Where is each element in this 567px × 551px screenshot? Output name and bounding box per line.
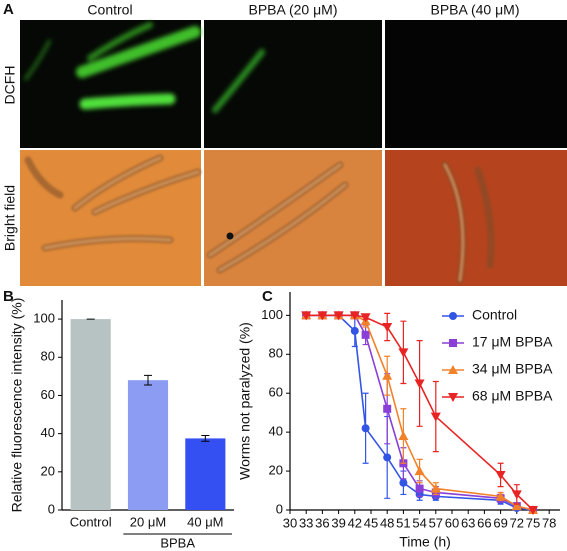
y-tick-label: 60	[269, 385, 283, 400]
point	[350, 326, 359, 335]
bar	[127, 380, 169, 510]
y-tick-label: 100	[33, 311, 55, 326]
point	[430, 412, 441, 422]
group-label: BPBA	[160, 535, 195, 550]
x-tick-label: 39	[331, 515, 345, 530]
legend-label: 17 μM BPBA	[472, 334, 553, 350]
worms	[24, 154, 495, 284]
row-header: Bright field	[2, 185, 18, 251]
micrograph	[20, 150, 201, 286]
point	[511, 501, 522, 511]
point	[361, 424, 370, 433]
y-tick-label: 40	[41, 425, 55, 440]
row-header: DCFH	[2, 66, 18, 105]
x-tick-label: 40 μM	[187, 514, 223, 529]
error-bar	[201, 435, 210, 442]
y-tick-label: 40	[269, 424, 283, 439]
x-tick-label: Control	[70, 514, 112, 529]
column-header: BPBA (40 μM)	[431, 2, 520, 18]
point	[333, 311, 344, 321]
point	[349, 311, 360, 321]
micrograph	[204, 20, 382, 148]
panel-label: C	[262, 288, 273, 305]
x-tick-label: 42	[348, 515, 362, 530]
x-tick-label: 48	[380, 515, 394, 530]
x-tick-label: 30	[283, 515, 297, 530]
x-tick-label: 33	[299, 515, 313, 530]
x-tick-label: 60	[445, 515, 459, 530]
point	[495, 470, 506, 480]
point	[414, 466, 425, 476]
point	[495, 491, 506, 501]
y-axis-label: Worms not paralyzed (%)	[237, 322, 253, 480]
x-tick-label: 51	[396, 515, 410, 530]
point	[511, 490, 522, 500]
point	[449, 339, 457, 347]
point	[360, 313, 371, 323]
x-tick-label: 69	[493, 515, 507, 530]
x-tick-label: 66	[477, 515, 491, 530]
point	[398, 348, 409, 358]
bar	[185, 438, 226, 510]
panel-a: A Control BPBA (20 μM) BPBA (40 μM) DCFH…	[2, 1, 567, 286]
point	[449, 312, 457, 320]
x-tick-label: 75	[526, 515, 540, 530]
y-tick-label: 60	[41, 387, 55, 402]
point	[301, 311, 312, 321]
x-tick-label: 72	[510, 515, 524, 530]
y-tick-label: 0	[276, 501, 283, 516]
error-bar	[144, 374, 152, 386]
point	[448, 393, 458, 402]
y-tick-label: 20	[269, 463, 283, 478]
y-tick-label: 80	[41, 349, 55, 364]
y-tick-label: 80	[269, 346, 283, 361]
legend-label: Control	[472, 307, 517, 323]
point	[414, 379, 425, 389]
column-header: BPBA (20 μM)	[249, 2, 338, 18]
point	[361, 330, 370, 339]
panel-label: A	[3, 1, 14, 18]
micrograph	[385, 20, 567, 148]
x-tick-label: 45	[364, 515, 378, 530]
point	[317, 311, 328, 321]
y-tick-label: 100	[261, 307, 283, 322]
x-tick-label: 54	[412, 515, 426, 530]
point	[383, 453, 392, 462]
point	[399, 478, 408, 487]
x-tick-label: 20 μM	[130, 514, 166, 529]
panel-label: B	[3, 288, 14, 305]
bar	[70, 319, 111, 510]
column-header: Control	[87, 2, 132, 18]
y-tick-label: 0	[48, 501, 55, 516]
point	[398, 431, 409, 441]
x-tick-label: 63	[461, 515, 475, 530]
legend-label: 34 μM BPBA	[472, 361, 553, 377]
point	[382, 323, 393, 333]
point	[382, 370, 393, 380]
legend-label: 68 μM BPBA	[472, 388, 553, 404]
point	[430, 483, 441, 493]
point	[448, 365, 458, 374]
point	[383, 404, 392, 413]
point	[528, 506, 538, 515]
debris	[226, 232, 234, 240]
y-axis-label: Relative fluorescence intensity (%)	[9, 298, 25, 513]
y-tick-label: 20	[41, 463, 55, 478]
x-tick-label: 57	[429, 515, 443, 530]
fluorescence	[23, 22, 265, 113]
x-axis-label: Time (h)	[399, 534, 451, 550]
x-tick-label: 36	[315, 515, 329, 530]
point	[415, 484, 424, 493]
x-tick-label: 78	[542, 515, 556, 530]
